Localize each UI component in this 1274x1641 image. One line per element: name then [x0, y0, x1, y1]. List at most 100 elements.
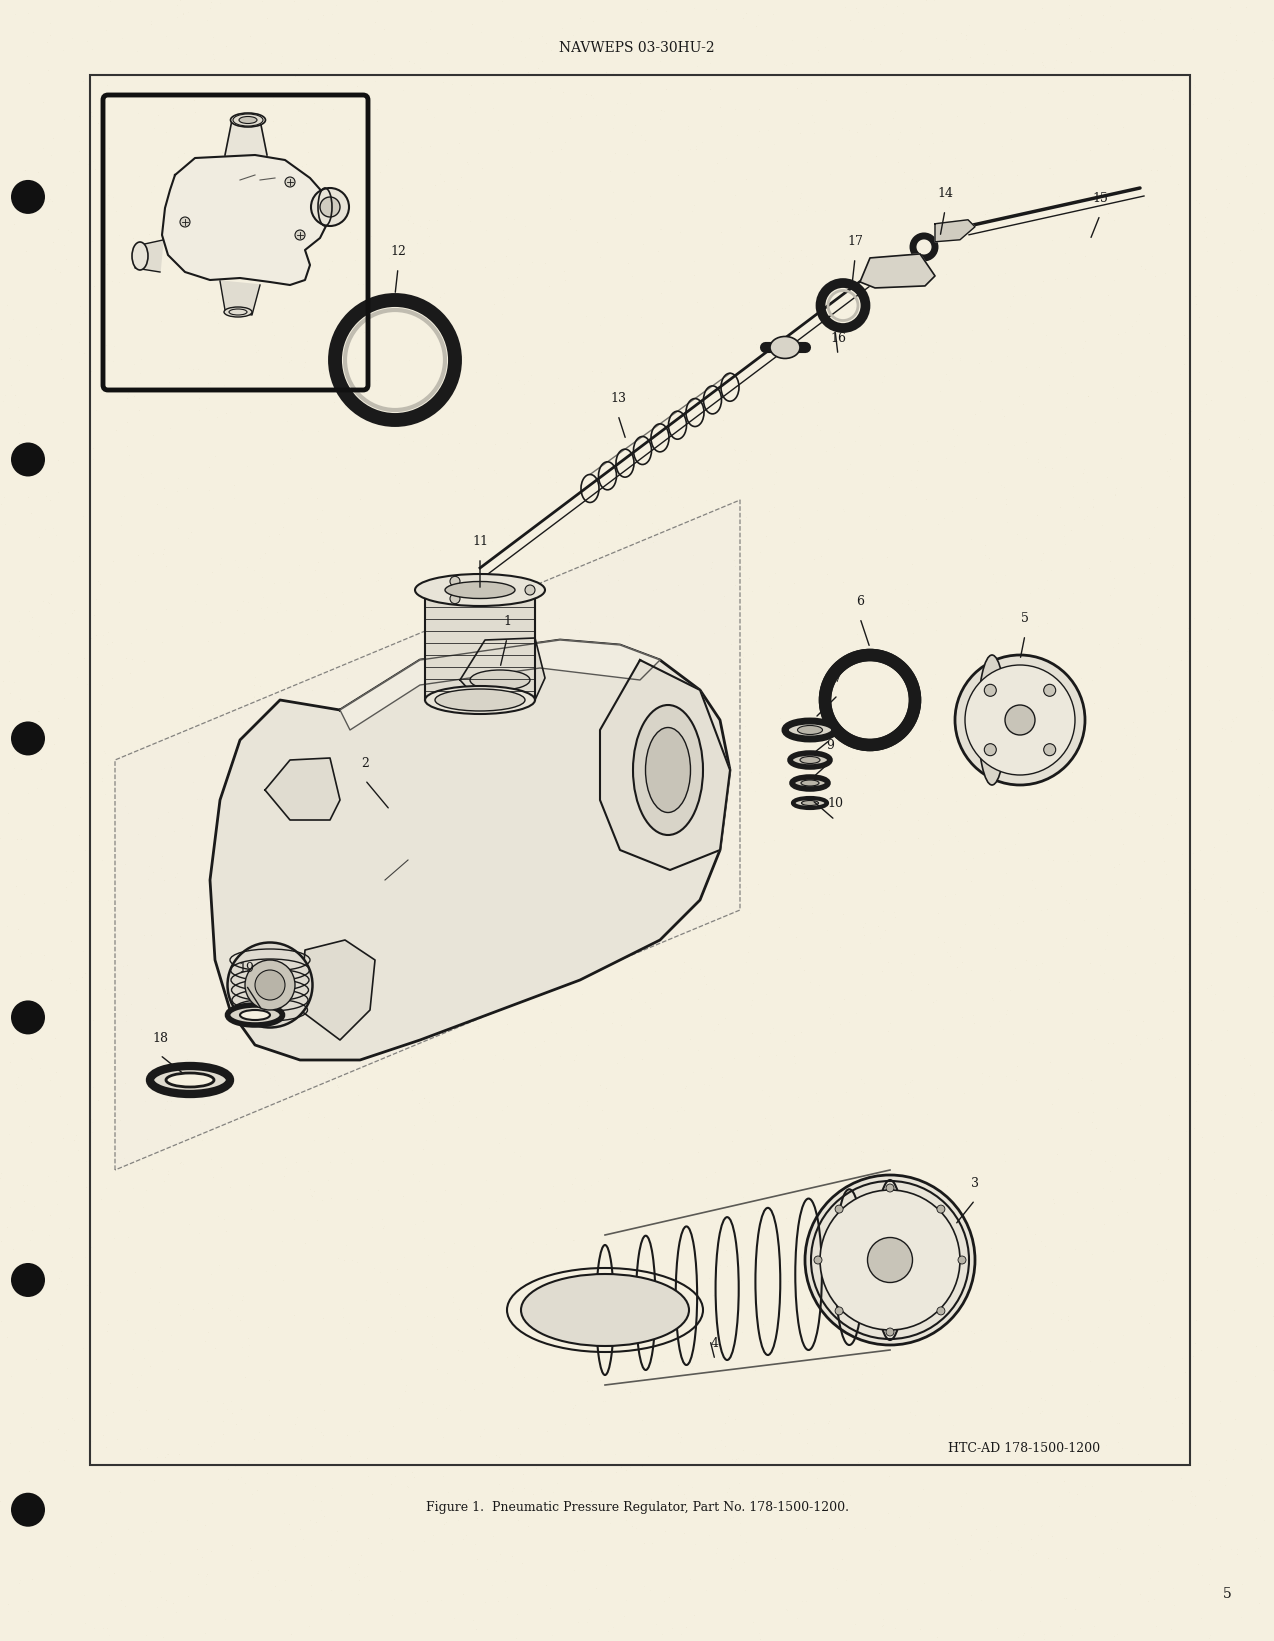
Text: 14: 14	[936, 187, 953, 200]
Ellipse shape	[956, 655, 1085, 784]
Circle shape	[180, 217, 190, 226]
Text: 5: 5	[1223, 1587, 1232, 1602]
Text: 16: 16	[829, 331, 846, 345]
Circle shape	[11, 1264, 45, 1296]
Polygon shape	[935, 220, 975, 241]
Circle shape	[834, 1204, 843, 1213]
Ellipse shape	[228, 942, 312, 1027]
Polygon shape	[426, 591, 535, 701]
Circle shape	[1043, 743, 1056, 757]
Circle shape	[885, 1328, 894, 1336]
Text: 5: 5	[1020, 612, 1029, 625]
Circle shape	[285, 177, 296, 187]
Ellipse shape	[820, 1190, 961, 1329]
Ellipse shape	[798, 725, 823, 735]
Circle shape	[11, 1001, 45, 1034]
Polygon shape	[860, 254, 935, 287]
Text: 10: 10	[827, 798, 843, 811]
Circle shape	[450, 576, 460, 586]
Ellipse shape	[964, 665, 1075, 775]
Ellipse shape	[470, 670, 530, 689]
Ellipse shape	[426, 686, 535, 714]
Ellipse shape	[792, 776, 828, 789]
Polygon shape	[162, 154, 330, 286]
Ellipse shape	[150, 1067, 231, 1095]
Circle shape	[525, 584, 535, 596]
Ellipse shape	[224, 307, 252, 317]
Polygon shape	[299, 940, 375, 1040]
Ellipse shape	[805, 1175, 975, 1346]
Ellipse shape	[792, 798, 827, 807]
Text: 1: 1	[503, 615, 511, 629]
Ellipse shape	[240, 1009, 270, 1021]
Ellipse shape	[311, 189, 349, 226]
Ellipse shape	[1005, 706, 1034, 735]
Ellipse shape	[415, 574, 545, 606]
Text: 19: 19	[238, 962, 254, 975]
Text: 9: 9	[826, 738, 834, 752]
Circle shape	[11, 722, 45, 755]
Ellipse shape	[800, 757, 820, 763]
Circle shape	[985, 684, 996, 696]
Polygon shape	[210, 640, 730, 1060]
Ellipse shape	[826, 655, 915, 745]
Text: 6: 6	[856, 596, 864, 609]
Ellipse shape	[790, 753, 829, 766]
Text: 2: 2	[361, 757, 369, 770]
Ellipse shape	[633, 706, 703, 835]
Text: NAVWEPS 03-30HU-2: NAVWEPS 03-30HU-2	[559, 41, 715, 56]
Text: HTC-AD 178-1500-1200: HTC-AD 178-1500-1200	[948, 1441, 1099, 1454]
Circle shape	[450, 594, 460, 604]
Ellipse shape	[978, 655, 1006, 784]
Polygon shape	[340, 640, 660, 730]
Ellipse shape	[445, 581, 515, 599]
Polygon shape	[460, 638, 545, 702]
Text: 4: 4	[711, 1337, 719, 1351]
Circle shape	[11, 181, 45, 213]
Ellipse shape	[801, 779, 819, 786]
Circle shape	[958, 1255, 966, 1264]
Text: 13: 13	[610, 392, 626, 405]
Circle shape	[834, 1306, 843, 1314]
Ellipse shape	[801, 801, 818, 806]
Polygon shape	[600, 660, 730, 870]
Ellipse shape	[255, 970, 285, 999]
Ellipse shape	[577, 1298, 633, 1323]
Text: 18: 18	[152, 1032, 168, 1045]
Ellipse shape	[521, 1273, 689, 1346]
Polygon shape	[115, 501, 740, 1170]
Text: 17: 17	[847, 235, 862, 248]
Polygon shape	[265, 758, 340, 820]
Text: 3: 3	[971, 1177, 978, 1190]
Circle shape	[11, 443, 45, 476]
Ellipse shape	[245, 960, 296, 1009]
Circle shape	[11, 1493, 45, 1526]
Circle shape	[814, 1255, 822, 1264]
Ellipse shape	[769, 336, 800, 358]
Ellipse shape	[240, 117, 257, 123]
Text: 11: 11	[471, 535, 488, 548]
Ellipse shape	[785, 720, 834, 738]
Text: 7: 7	[834, 673, 842, 684]
Circle shape	[1043, 684, 1056, 696]
Text: 15: 15	[1092, 192, 1108, 205]
Bar	[90, 75, 1190, 1465]
Ellipse shape	[228, 1004, 283, 1026]
Circle shape	[936, 1306, 945, 1314]
Text: Figure 1.  Pneumatic Pressure Regulator, Part No. 178-1500-1200.: Figure 1. Pneumatic Pressure Regulator, …	[426, 1502, 848, 1515]
Text: 12: 12	[390, 245, 406, 258]
Ellipse shape	[231, 113, 265, 126]
Circle shape	[296, 230, 304, 240]
Ellipse shape	[646, 727, 691, 812]
Circle shape	[885, 1185, 894, 1191]
Ellipse shape	[434, 689, 525, 711]
Polygon shape	[220, 281, 260, 315]
Ellipse shape	[549, 1287, 661, 1334]
Ellipse shape	[166, 1073, 214, 1086]
Ellipse shape	[320, 197, 340, 217]
Circle shape	[936, 1204, 945, 1213]
Text: 8: 8	[826, 717, 834, 730]
Ellipse shape	[868, 1237, 912, 1283]
Circle shape	[985, 743, 996, 757]
Polygon shape	[135, 240, 163, 272]
